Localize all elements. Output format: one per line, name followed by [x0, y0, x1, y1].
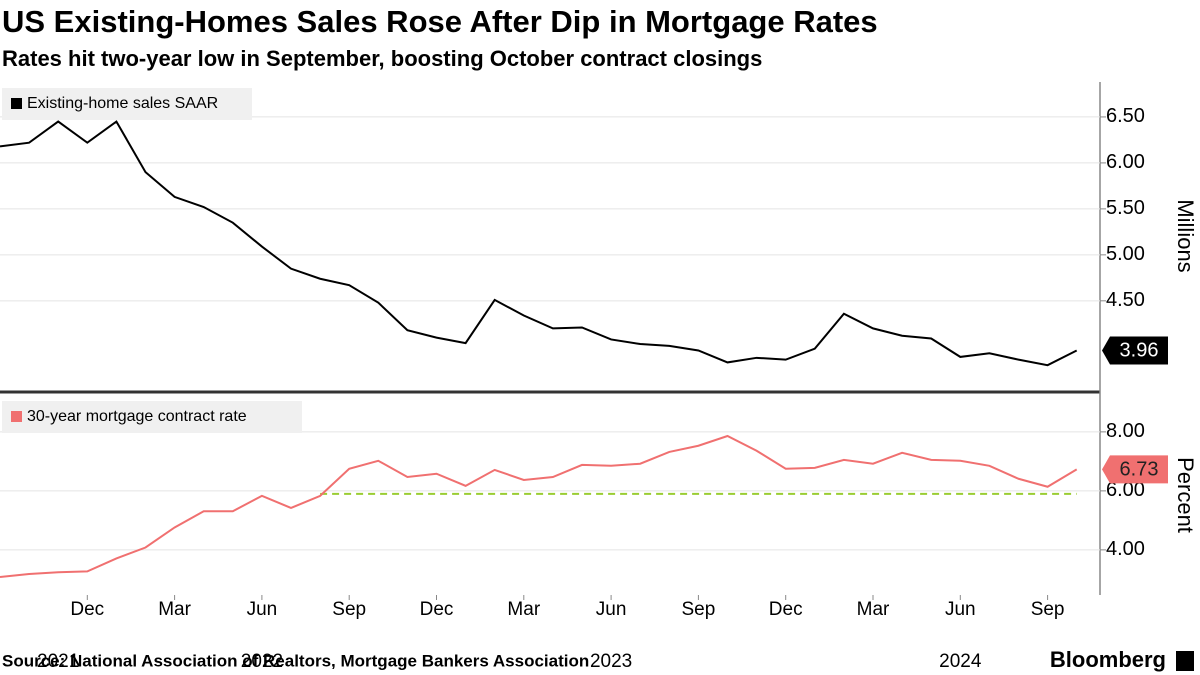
- y-tick-label: 6.00: [1106, 479, 1145, 501]
- x-tick-label: Dec: [420, 599, 454, 620]
- legend-box: [2, 401, 302, 433]
- x-year-label: 2024: [939, 651, 982, 672]
- x-tick-label: Jun: [596, 599, 627, 620]
- y-tick-label: 4.00: [1106, 538, 1145, 560]
- value-badge-label: 3.96: [1120, 340, 1159, 362]
- axis-label: Percent: [1173, 457, 1198, 533]
- y-tick-label: 4.50: [1106, 289, 1145, 311]
- x-tick-label: Dec: [769, 599, 803, 620]
- x-tick-label: Jun: [247, 599, 278, 620]
- chart-title: US Existing-Homes Sales Rose After Dip i…: [2, 4, 878, 39]
- data-line: [0, 120, 1078, 367]
- brand: Bloomberg: [1050, 647, 1166, 672]
- value-badge: [1102, 455, 1168, 484]
- axis-label: Millions: [1173, 199, 1198, 272]
- x-tick-label: Dec: [70, 599, 104, 620]
- x-year-label: 2023: [590, 651, 632, 672]
- value-badge: [1102, 336, 1168, 365]
- brand-icon: [1176, 651, 1194, 671]
- x-tick-label: Sep: [1031, 599, 1065, 620]
- legend-label: 30-year mortgage contract rate: [27, 408, 247, 425]
- legend-swatch: [11, 411, 22, 422]
- x-tick-label: Mar: [857, 599, 890, 620]
- chart-subtitle: Rates hit two-year low in September, boo…: [2, 46, 762, 71]
- value-badge-label: 6.73: [1120, 459, 1159, 481]
- x-year-label: 2021: [37, 651, 79, 672]
- x-tick-label: Sep: [681, 599, 715, 620]
- y-tick-label: 6.50: [1106, 105, 1145, 127]
- x-tick-label: Mar: [507, 599, 540, 620]
- legend-label: Existing-home sales SAAR: [27, 95, 218, 112]
- data-line: [0, 434, 1078, 579]
- x-tick-label: Jun: [945, 599, 976, 620]
- y-tick-label: 6.00: [1106, 151, 1145, 173]
- x-tick-label: Sep: [332, 599, 366, 620]
- y-tick-label: 5.00: [1106, 243, 1145, 265]
- x-year-label: 2022: [241, 651, 283, 672]
- x-tick-label: Mar: [158, 599, 191, 620]
- y-tick-label: 8.00: [1106, 420, 1145, 442]
- legend-box: [2, 88, 252, 120]
- legend-swatch: [11, 98, 22, 109]
- y-tick-label: 5.50: [1106, 197, 1145, 219]
- source: Source: National Association of Realtors…: [2, 651, 589, 670]
